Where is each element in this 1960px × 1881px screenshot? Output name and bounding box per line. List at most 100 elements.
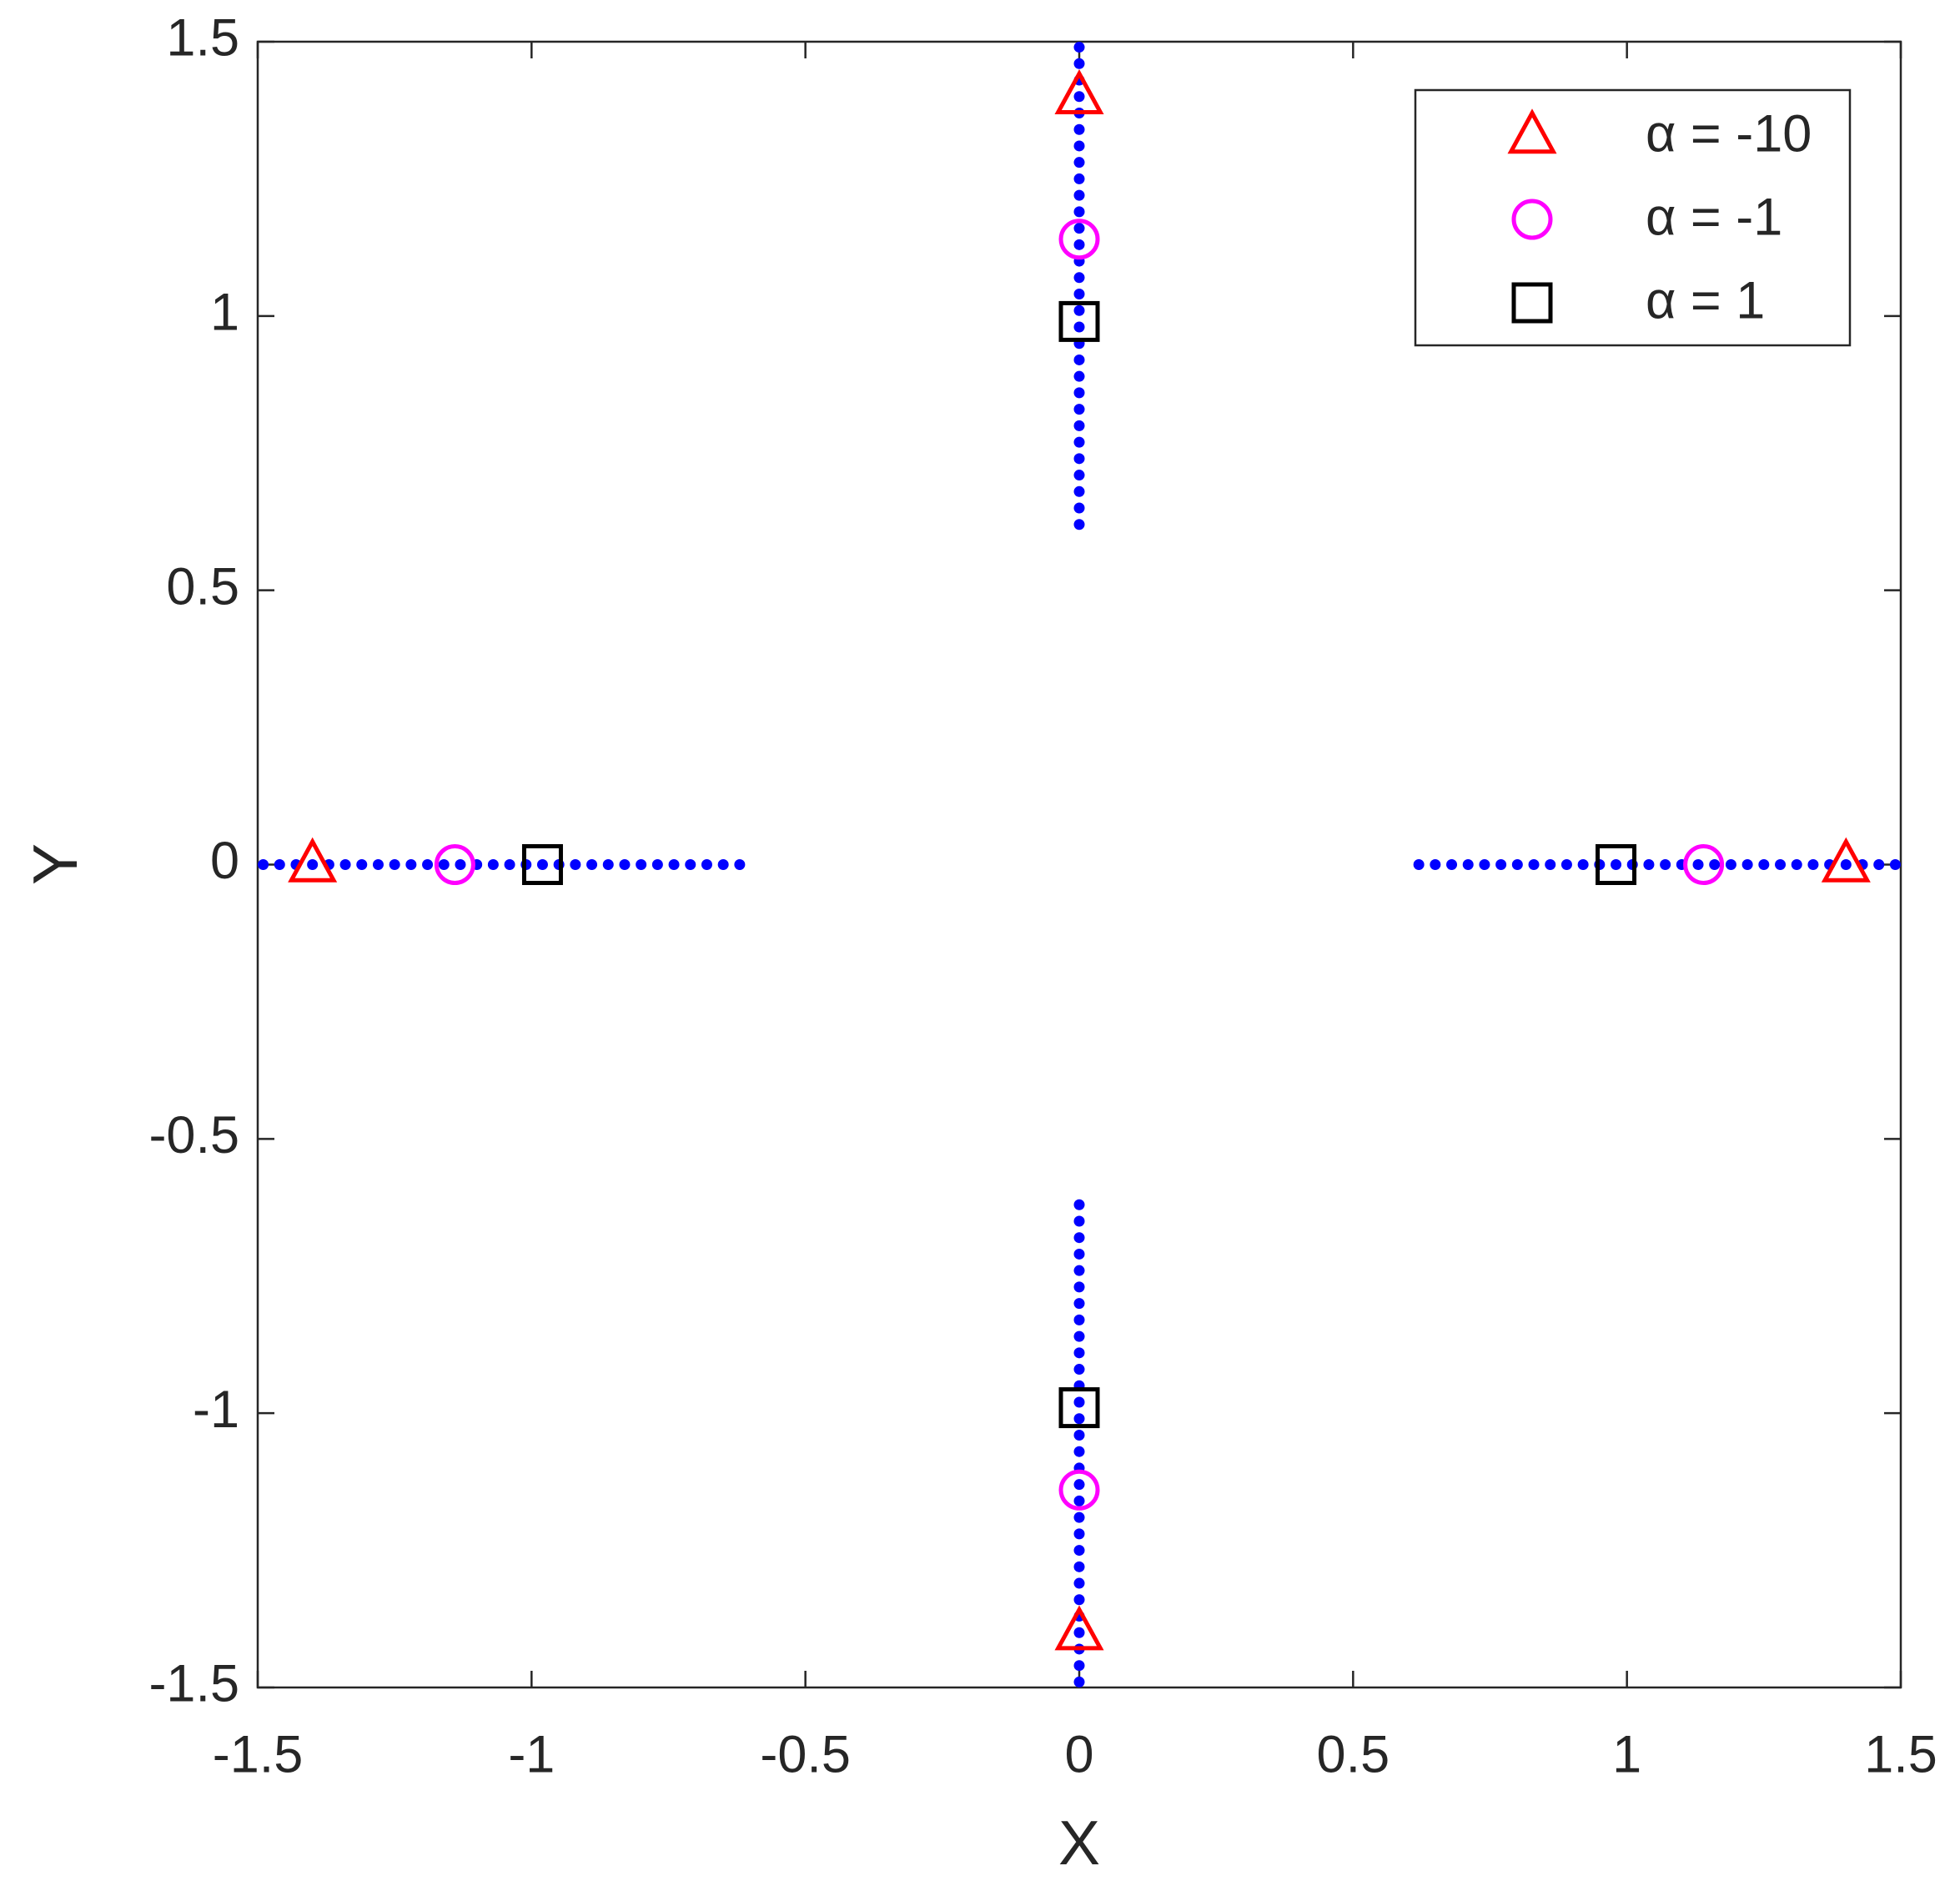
point bbox=[1741, 859, 1753, 870]
point bbox=[717, 859, 729, 870]
point bbox=[1709, 859, 1721, 870]
point bbox=[1054, 69, 1104, 114]
point bbox=[1073, 289, 1085, 300]
x-tick-label: -0.5 bbox=[760, 1726, 851, 1784]
point bbox=[668, 859, 680, 870]
x-tick-label: -1.5 bbox=[213, 1726, 304, 1784]
x-axis-label: X bbox=[1058, 1808, 1100, 1878]
point bbox=[1073, 1232, 1085, 1244]
legend-label: α = -10 bbox=[1646, 105, 1812, 163]
x-tick-label: 1 bbox=[1612, 1726, 1641, 1784]
point bbox=[1511, 859, 1523, 870]
legend-label: α = 1 bbox=[1646, 272, 1765, 330]
point bbox=[1073, 485, 1085, 497]
point bbox=[570, 859, 581, 870]
point bbox=[1791, 859, 1802, 870]
point bbox=[1073, 1364, 1085, 1376]
point bbox=[586, 859, 598, 870]
point bbox=[536, 859, 548, 870]
point bbox=[1073, 272, 1085, 284]
point bbox=[504, 859, 515, 870]
point bbox=[1073, 1446, 1085, 1457]
point bbox=[1821, 837, 1871, 883]
point bbox=[636, 859, 647, 870]
point bbox=[1596, 844, 1637, 885]
point bbox=[1611, 859, 1622, 870]
point bbox=[1054, 1605, 1104, 1651]
point bbox=[1073, 1594, 1085, 1606]
y-tick-label: -1.5 bbox=[148, 1655, 239, 1713]
point bbox=[651, 859, 663, 870]
point bbox=[1073, 321, 1085, 333]
point bbox=[1058, 219, 1100, 260]
point bbox=[1479, 859, 1490, 870]
point bbox=[1073, 173, 1085, 184]
point bbox=[1073, 304, 1085, 316]
point bbox=[307, 859, 319, 870]
point bbox=[1073, 189, 1085, 201]
point bbox=[1073, 1429, 1085, 1441]
x-tick-label: 0.5 bbox=[1317, 1726, 1390, 1784]
y-tick-label: 1.5 bbox=[166, 9, 239, 68]
point bbox=[1073, 470, 1085, 481]
point bbox=[339, 859, 351, 870]
point bbox=[685, 859, 696, 870]
point bbox=[602, 859, 614, 870]
point bbox=[1073, 1676, 1085, 1687]
point bbox=[1073, 502, 1085, 514]
point bbox=[1430, 859, 1441, 870]
point bbox=[1775, 859, 1787, 870]
legend-marker bbox=[1511, 282, 1553, 324]
point bbox=[1807, 859, 1819, 870]
point bbox=[1073, 239, 1085, 250]
point bbox=[1692, 859, 1704, 870]
point bbox=[1873, 859, 1885, 870]
point bbox=[1073, 387, 1085, 399]
point bbox=[1073, 1347, 1085, 1359]
point bbox=[372, 859, 384, 870]
point bbox=[1073, 1396, 1085, 1408]
y-tick-label: -0.5 bbox=[148, 1106, 239, 1164]
point bbox=[1545, 859, 1556, 870]
point bbox=[389, 859, 400, 870]
point bbox=[1073, 1215, 1085, 1227]
point bbox=[1073, 1199, 1085, 1210]
point bbox=[1073, 404, 1085, 415]
point bbox=[1073, 354, 1085, 365]
point bbox=[1413, 859, 1425, 870]
point bbox=[521, 844, 563, 885]
y-tick-label: -1 bbox=[193, 1381, 239, 1439]
point bbox=[1073, 223, 1085, 234]
point bbox=[1577, 859, 1589, 870]
point bbox=[438, 859, 450, 870]
point bbox=[288, 837, 338, 883]
point bbox=[1058, 1469, 1100, 1511]
point bbox=[1073, 1577, 1085, 1589]
point bbox=[1462, 859, 1474, 870]
point bbox=[1889, 859, 1901, 870]
point bbox=[1073, 370, 1085, 382]
point bbox=[1073, 519, 1085, 531]
point bbox=[619, 859, 631, 870]
y-tick-label: 0.5 bbox=[166, 557, 239, 616]
point bbox=[258, 859, 269, 870]
point bbox=[1495, 859, 1507, 870]
point bbox=[1073, 140, 1085, 152]
point bbox=[1073, 42, 1085, 53]
point bbox=[1528, 859, 1540, 870]
point bbox=[1073, 1511, 1085, 1523]
point bbox=[1073, 1298, 1085, 1310]
y-tick-label: 1 bbox=[210, 283, 239, 341]
point bbox=[1073, 436, 1085, 448]
point bbox=[1073, 91, 1085, 103]
point bbox=[1073, 1627, 1085, 1638]
point bbox=[1073, 1281, 1085, 1293]
point bbox=[1073, 1561, 1085, 1572]
y-tick-label: 0 bbox=[210, 832, 239, 890]
x-tick-label: 1.5 bbox=[1864, 1726, 1937, 1784]
point bbox=[1073, 1330, 1085, 1342]
point bbox=[701, 859, 712, 870]
legend-box bbox=[1414, 88, 1852, 347]
point bbox=[1073, 123, 1085, 135]
point bbox=[1073, 1660, 1085, 1672]
